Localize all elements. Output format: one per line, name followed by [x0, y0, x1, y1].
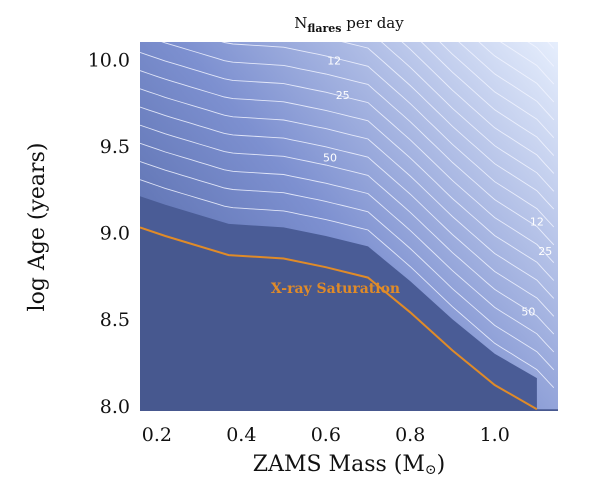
- y-tick-label: 8.5: [100, 309, 130, 331]
- contour-line: [140, 106, 555, 317]
- contour-band: [140, 196, 537, 410]
- contour-line: [161, 42, 555, 246]
- contour-lines: [140, 42, 555, 389]
- contour-value-label: 12: [327, 55, 341, 68]
- contour-line: [140, 142, 555, 353]
- contour-labels: 12 25 50 12 25 50: [323, 55, 552, 319]
- contour-line: [221, 42, 555, 228]
- contour-value-label: 12: [530, 216, 544, 229]
- contour-line: [140, 88, 555, 299]
- contour-line: [341, 42, 555, 210]
- contour-value-label: 50: [521, 306, 535, 319]
- x-tick-label: 0.8: [395, 424, 425, 446]
- contour-line: [140, 124, 555, 335]
- saturation-region: [140, 227, 558, 411]
- contour-line: [478, 42, 555, 103]
- contour-line: [380, 42, 555, 192]
- chart-title: Nflares per day: [294, 14, 404, 35]
- contour-value-label: 25: [538, 245, 552, 258]
- x-axis-label: ZAMS Mass (M⊙): [253, 452, 445, 478]
- contour-value-label: 50: [323, 152, 337, 165]
- plot-area: 12 25 50 12 25 50: [140, 42, 558, 411]
- saturation-annotation: X-ray Saturation: [271, 281, 400, 297]
- y-axis-label: log Age (years): [25, 143, 50, 312]
- saturation-line: [140, 226, 538, 411]
- x-tick-label: 0.2: [142, 424, 172, 446]
- contour-line: [140, 51, 555, 264]
- y-tick-label: 9.5: [100, 136, 130, 158]
- x-axis-ticks: 0.2 0.4 0.6 0.8 1.0: [142, 424, 510, 446]
- contour-line: [140, 179, 555, 389]
- y-tick-label: 10.0: [88, 49, 130, 71]
- y-axis-ticks: 8.0 8.5 9.0 9.5 10.0: [88, 49, 130, 418]
- contour-line: [140, 161, 555, 371]
- y-tick-label: 9.0: [100, 223, 130, 245]
- x-tick-label: 1.0: [480, 424, 510, 446]
- contour-bands: [140, 196, 537, 410]
- contour-value-label: 25: [336, 89, 350, 102]
- contour-line: [439, 42, 555, 139]
- x-tick-label: 0.6: [311, 424, 341, 446]
- contour-line: [140, 70, 555, 281]
- contour-line: [401, 42, 555, 174]
- contour-line: [420, 42, 555, 156]
- contour-line: [458, 42, 555, 121]
- y-tick-label: 8.0: [100, 396, 130, 418]
- x-tick-label: 0.4: [226, 424, 256, 446]
